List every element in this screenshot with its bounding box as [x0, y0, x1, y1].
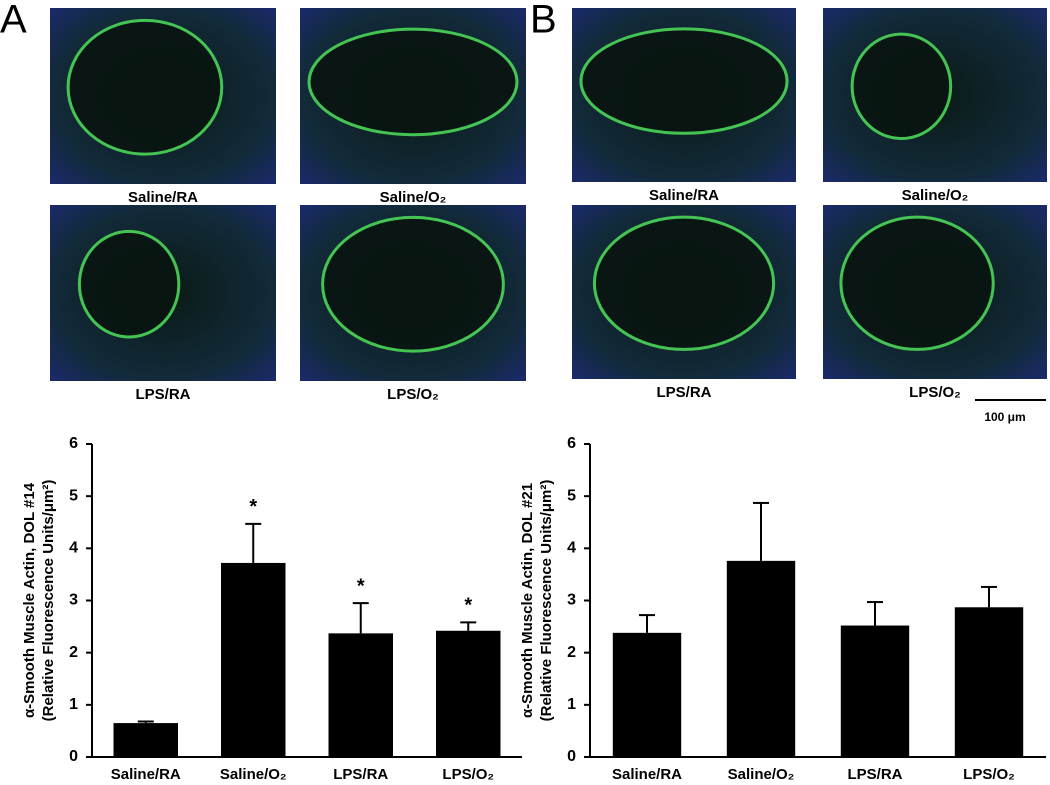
- x-tick-label: Saline/RA: [111, 766, 181, 783]
- bar: [113, 723, 178, 757]
- scale-bar-label: 100 μm: [984, 410, 1025, 424]
- significance-mark: *: [464, 595, 472, 617]
- image-caption: LPS/O₂: [909, 384, 961, 401]
- bar: [436, 630, 501, 757]
- image-caption: Saline/RA: [128, 189, 198, 206]
- x-tick-label: LPS/RA: [847, 766, 902, 783]
- y-axis-label: α-Smooth Muscle Actin, DOL #21: [519, 483, 536, 718]
- vessel-outline: [77, 229, 181, 339]
- significance-mark: *: [249, 496, 257, 518]
- vessel-outline: [66, 18, 224, 156]
- y-tick-label: 2: [567, 644, 576, 661]
- error-bar: [639, 614, 655, 633]
- y-tick-label: 2: [69, 644, 78, 661]
- bar: [328, 633, 393, 757]
- x-tick-label: Saline/O₂: [220, 766, 287, 783]
- vessel-outline: [307, 27, 519, 137]
- y-tick-label: 3: [69, 592, 78, 609]
- significance-mark: *: [357, 575, 365, 597]
- x-tick-label: Saline/O₂: [728, 766, 795, 783]
- x-tick-label: Saline/RA: [612, 766, 682, 783]
- y-axis-label: (Relative Fluorescence Units/μm²): [40, 480, 57, 722]
- image-caption: LPS/RA: [656, 384, 711, 401]
- vessel-outline: [850, 32, 953, 141]
- panel-label: B: [530, 0, 557, 42]
- y-tick-label: 5: [69, 487, 78, 504]
- vessel-outline: [592, 215, 776, 351]
- y-tick-label: 5: [567, 487, 576, 504]
- error-bar: [137, 720, 154, 724]
- bar: [840, 625, 910, 757]
- error-bar: [460, 621, 477, 631]
- vessel-outline: [579, 27, 789, 135]
- error-bar: [352, 602, 369, 634]
- y-axis-label: (Relative Fluorescence Units/μm²): [538, 480, 555, 722]
- y-axis-label: α-Smooth Muscle Actin, DOL #14: [21, 482, 38, 718]
- bar: [954, 607, 1024, 757]
- panel-label: A: [0, 0, 27, 42]
- y-tick-label: 0: [567, 748, 576, 765]
- image-caption: LPS/RA: [135, 386, 190, 403]
- y-tick-label: 3: [567, 592, 576, 609]
- y-tick-label: 1: [567, 696, 576, 713]
- image-caption: Saline/RA: [649, 187, 719, 204]
- y-tick-label: 6: [69, 435, 78, 452]
- vessel-outline: [839, 215, 995, 351]
- bar: [612, 632, 682, 757]
- image-caption: LPS/O₂: [387, 386, 439, 403]
- error-bar: [867, 601, 883, 626]
- y-tick-label: 4: [69, 540, 78, 557]
- y-tick-label: 0: [69, 748, 78, 765]
- image-caption: Saline/O₂: [902, 187, 969, 204]
- x-tick-label: LPS/RA: [333, 766, 388, 783]
- vessel-outline: [321, 215, 505, 353]
- bar: [726, 560, 796, 757]
- y-tick-label: 4: [567, 540, 576, 557]
- image-caption: Saline/O₂: [380, 189, 447, 206]
- bar: [221, 562, 286, 757]
- error-bar: [981, 585, 997, 608]
- error-bar: [245, 522, 262, 563]
- x-tick-label: LPS/O₂: [442, 766, 494, 783]
- x-tick-label: LPS/O₂: [963, 766, 1015, 783]
- y-tick-label: 6: [567, 435, 576, 452]
- y-tick-label: 1: [69, 696, 78, 713]
- error-bar: [753, 501, 769, 561]
